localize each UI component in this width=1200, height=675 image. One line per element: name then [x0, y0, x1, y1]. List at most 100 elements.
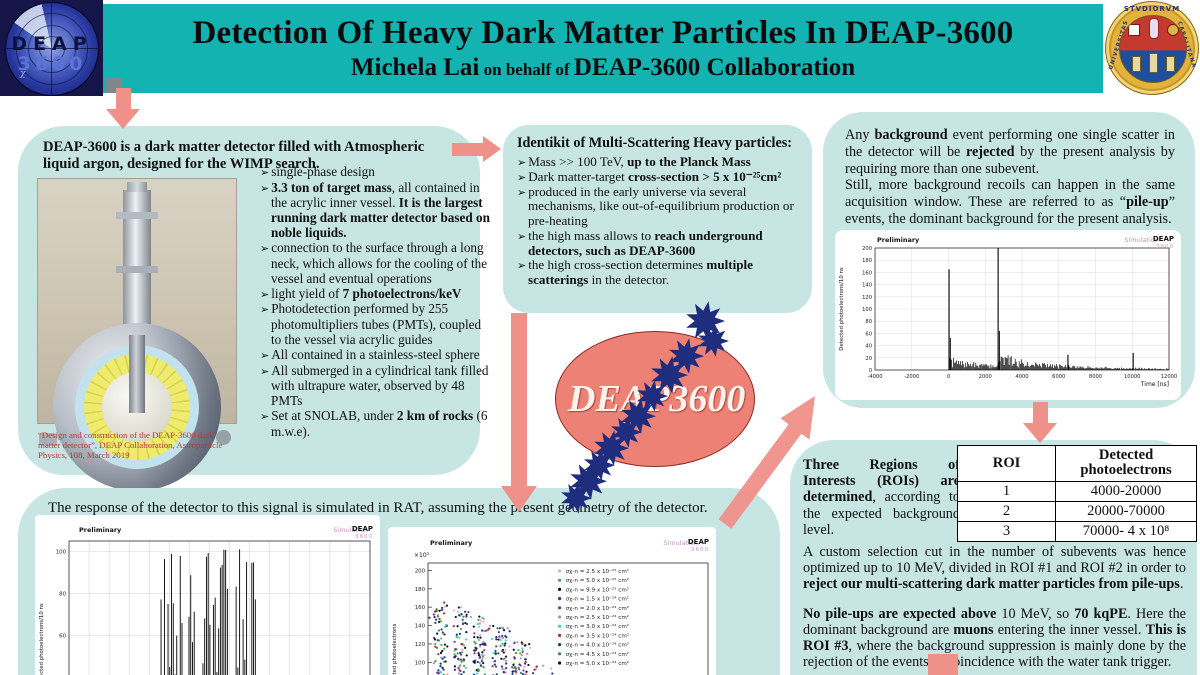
- list-item: produced in the early universe via sever…: [517, 184, 804, 229]
- svg-text:2000: 2000: [979, 374, 992, 380]
- svg-text:σχ-n = 4.5 x 10⁻²⁴ cm²: σχ-n = 4.5 x 10⁻²⁴ cm²: [566, 651, 629, 658]
- svg-text:3600: 3600: [1156, 244, 1174, 250]
- roi-cell: 1: [956, 480, 1057, 502]
- arrow-right-head: [483, 136, 501, 162]
- ellipse-label-3600: 3600: [669, 378, 746, 420]
- svg-text:12000: 12000: [1161, 374, 1178, 380]
- svg-text:Simulation: Simulation: [1124, 236, 1159, 244]
- identikit-bullet-list: Mass >> 100 TeV, up to the Planck Mass D…: [503, 154, 812, 288]
- svg-text:Detected photoelectrons/10 ns: Detected photoelectrons/10 ns: [839, 267, 845, 351]
- arrow-right-to-identikit: [452, 143, 483, 156]
- svg-text:8000: 8000: [1089, 374, 1102, 380]
- no-pileups-paragraph: No pile-ups are expected above 10 MeV, s…: [803, 606, 1186, 671]
- svg-text:σχ-n = 2.5 x 10⁻²⁴ cm²: σχ-n = 2.5 x 10⁻²⁴ cm²: [566, 614, 629, 621]
- crest-tower: [1149, 53, 1158, 73]
- svg-text:160: 160: [415, 605, 426, 611]
- university-crest-box: STVDIORVM UNIVERSITAS CARALITANA: [1103, 0, 1200, 96]
- detector-description-panel: DEAP-3600 is a dark matter detector fill…: [18, 126, 490, 491]
- svg-text:Simulation: Simulation: [333, 526, 368, 534]
- list-item: 3.3 ton of target mass, all contained in…: [260, 180, 493, 241]
- svg-text:100: 100: [862, 307, 872, 313]
- title-banner: Detection Of Heavy Dark Matter Particles…: [103, 4, 1103, 93]
- svg-text:-4000: -4000: [867, 374, 882, 380]
- crest-tower: [1132, 56, 1141, 72]
- background-paragraph-1: Any background event performing one sing…: [845, 127, 1175, 177]
- crest-shield: [1119, 15, 1187, 83]
- logo-ring: [28, 25, 76, 73]
- svg-text:200: 200: [415, 568, 426, 574]
- svg-text:Preliminary: Preliminary: [877, 236, 920, 244]
- svg-text:3600: 3600: [355, 534, 373, 540]
- arrow-down-identikit-to-simulation: [511, 313, 527, 486]
- svg-text:-2000: -2000: [904, 374, 919, 380]
- roi-cell: 70000- 4 x 10⁸: [1055, 520, 1197, 542]
- svg-text:180: 180: [862, 258, 872, 264]
- svg-text:120: 120: [862, 295, 872, 301]
- list-item: Mass >> 100 TeV, up to the Planck Mass: [517, 154, 804, 170]
- pulse-time-chart: -4000 -2000 0 2000 4000 6000 8000 10000 12000 0 20…: [839, 235, 1178, 388]
- arrow-down-to-roi-table: [1033, 402, 1048, 423]
- svg-text:σχ-n = 5.0 x 10⁻²⁴ cm²: σχ-n = 5.0 x 10⁻²⁴ cm²: [566, 660, 629, 667]
- svg-text:60: 60: [59, 634, 66, 640]
- roi-description: Three Regions of Interests (ROIs) are de…: [803, 457, 960, 538]
- pulse-chart-box: -4000 -2000 0 2000 4000 6000 8000 10000 12000 0 20…: [835, 230, 1181, 400]
- svg-text:DEAP: DEAP: [688, 538, 709, 546]
- list-item: All submerged in a cylindrical tank fill…: [260, 363, 493, 409]
- svg-text:180: 180: [415, 587, 426, 593]
- roi-cell: 20000-70000: [1055, 500, 1197, 522]
- roi-table-header: ROI: [956, 445, 1057, 482]
- crest-tower: [1166, 56, 1175, 72]
- poster-title: Detection Of Heavy Dark Matter Particles…: [192, 15, 1014, 51]
- roi-cell: 3: [956, 520, 1057, 542]
- accent-rectangle: [928, 654, 958, 675]
- svg-text:100: 100: [56, 550, 67, 556]
- detector-panel-heading: DEAP-3600 is a dark matter detector fill…: [43, 139, 425, 172]
- svg-text:DEAP: DEAP: [352, 525, 373, 533]
- ellipse-label-deap: DEAP: [568, 378, 670, 420]
- svg-text:80: 80: [865, 319, 872, 325]
- list-item: the high mass allows to reach undergroun…: [517, 228, 804, 259]
- crest-emblem: [1128, 24, 1140, 36]
- svg-text:60: 60: [865, 331, 872, 337]
- university-of-cagliari-crest-icon: STVDIORVM UNIVERSITAS CARALITANA: [1105, 1, 1199, 95]
- logo-crosshair: [6, 48, 98, 49]
- svg-text:6000: 6000: [1052, 374, 1065, 380]
- svg-text:100: 100: [415, 660, 426, 666]
- svg-text:140: 140: [415, 624, 426, 630]
- svg-text:0: 0: [869, 368, 872, 374]
- list-item: Photodetection performed by 255 photomul…: [260, 301, 493, 347]
- svg-text:Detected photoelectrons: Detected photoelectrons: [392, 623, 398, 675]
- list-item: Dark matter-target cross-section > 5 x 1…: [517, 169, 804, 185]
- logo-ring: [16, 13, 88, 85]
- svg-text:4000: 4000: [1015, 374, 1028, 380]
- svg-text:120: 120: [415, 642, 426, 648]
- svg-text:20: 20: [865, 356, 872, 362]
- logo-crosshair: [51, 3, 52, 95]
- svg-text:σχ-n = 2.0 x 10⁻²⁴ cm²: σχ-n = 2.0 x 10⁻²⁴ cm²: [566, 605, 629, 612]
- svg-text:σχ-n = 3.0 x 10⁻²⁴ cm²: σχ-n = 3.0 x 10⁻²⁴ cm²: [566, 623, 629, 630]
- identikit-heading: Identikit of Multi-Scattering Heavy part…: [517, 135, 793, 151]
- custom-cut-paragraph: A custom selection cut in the number of …: [803, 544, 1186, 593]
- arrow-down-head: [501, 486, 537, 512]
- roi-cell: 4000-20000: [1055, 480, 1197, 502]
- logo-text-deap: DEAP: [11, 33, 93, 55]
- crest-text-top: STVDIORVM: [1123, 5, 1181, 13]
- burst-time-chart: 406080100Detected photoelectrons/10 nsPr…: [39, 525, 373, 675]
- detector-bullet-list: single-phase design 3.3 ton of target ma…: [260, 164, 493, 439]
- svg-text:Time [ns]: Time [ns]: [1140, 381, 1169, 388]
- svg-text:DEAP: DEAP: [1153, 235, 1174, 243]
- svg-text:Detected photoelectrons/10 ns: Detected photoelectrons/10 ns: [39, 603, 45, 675]
- logo-text-3600: 3600: [17, 53, 87, 75]
- arrow-down-banner-to-left-panel: [116, 88, 131, 109]
- roi-panel: Three Regions of Interests (ROIs) are de…: [790, 440, 1197, 675]
- poster-subtitle: Michela Lai on behalf of DEAP-3600 Colla…: [350, 54, 856, 81]
- table-row: 1 4000-20000: [956, 480, 1197, 502]
- list-item: the high cross-section determines multip…: [517, 258, 804, 288]
- svg-text:200: 200: [862, 246, 872, 252]
- svg-text:σχ-n = 3.5 x 10⁻²⁴ cm²: σχ-n = 3.5 x 10⁻²⁴ cm²: [566, 632, 629, 639]
- svg-text:σχ-n = 5.0 x 10⁻²⁵ cm²: σχ-n = 5.0 x 10⁻²⁵ cm²: [566, 577, 629, 584]
- svg-text:140: 140: [862, 283, 872, 289]
